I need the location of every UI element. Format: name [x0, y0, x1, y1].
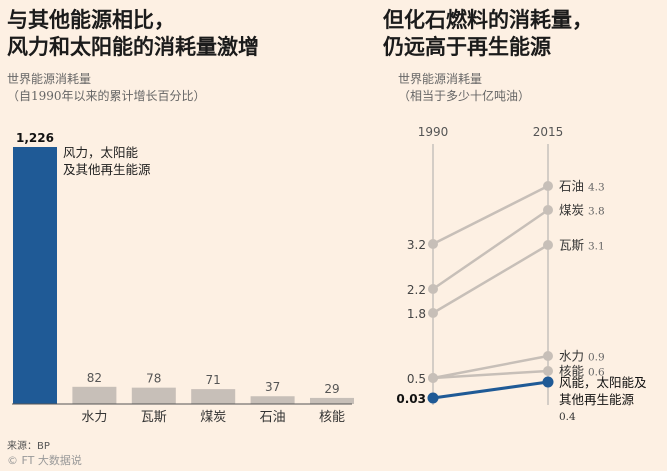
bar-value-label-3: 71	[206, 373, 221, 387]
value-label-2015-5: 0.4	[559, 411, 576, 423]
watermark: © FT 大数据说	[7, 454, 82, 467]
value-label-2015-3: 0.9	[588, 352, 605, 364]
series-line-1	[432, 208, 549, 291]
series-point-1990-4	[428, 373, 438, 383]
series-line-0	[432, 184, 549, 246]
left-subtitle-line2: （自1990年以来的累计增长百分比）	[7, 89, 206, 103]
bar-value-label-2: 78	[146, 372, 161, 386]
left-subtitle-line1: 世界能源消耗量	[7, 72, 92, 86]
year-label-2015: 2015	[533, 125, 564, 139]
right-subtitle-line1: 世界能源消耗量	[398, 72, 483, 86]
value-label-1990-0: 3.2	[407, 238, 426, 252]
bar-value-label-5: 29	[324, 382, 339, 396]
bar-category-label-4: 石油	[260, 410, 286, 425]
year-label-1990: 1990	[418, 125, 449, 139]
series-point-1990-0	[428, 239, 438, 249]
value-label-1990-3: 0.5	[407, 372, 426, 386]
left-title-line1: 与其他能源相比，	[7, 7, 175, 32]
value-label-2015-2: 3.1	[588, 241, 605, 253]
bar-0	[13, 147, 57, 404]
series-line-2	[432, 243, 549, 315]
series-name-2015-3: 水力	[559, 349, 584, 364]
series-point-1990-1	[428, 284, 438, 294]
series-point-2015-4	[543, 366, 553, 376]
series-point-2015-1	[543, 205, 553, 215]
series-point-2015-0	[543, 181, 553, 191]
bar-category-label-0-line1: 及其他再生能源	[63, 162, 151, 177]
right-title-line2: 仍远高于再生能源	[383, 34, 551, 59]
bar-3	[191, 389, 236, 404]
series-name-2015-1: 煤炭	[559, 203, 584, 218]
right-subtitle-line2: （相当于多少十亿吨油）	[398, 89, 531, 103]
left-chart-title: 与其他能源相比， 风力和太阳能的消耗量激增	[7, 6, 259, 60]
bar-5	[310, 397, 354, 404]
bar-category-label-5: 核能	[319, 410, 345, 425]
value-label-1990-2: 1.8	[407, 307, 426, 321]
right-chart-subtitle: 世界能源消耗量 （相当于多少十亿吨油）	[398, 71, 530, 105]
series-point-1990-5	[427, 392, 439, 404]
bar-value-label-4: 37	[265, 380, 280, 394]
series-point-2015-3	[543, 351, 553, 361]
series-name-2015-0: 石油	[559, 179, 584, 194]
series-line-5	[432, 380, 549, 400]
bar-value-label-0: 1,226	[16, 131, 54, 145]
bar-1	[72, 386, 117, 404]
left-chart-subtitle: 世界能源消耗量 （自1990年以来的累计增长百分比）	[7, 71, 206, 105]
series-name-2015-4: 核能	[559, 364, 585, 379]
bar-value-label-1: 82	[87, 371, 102, 385]
right-title-line1: 但化石燃料的消耗量，	[383, 7, 593, 32]
bar-category-label-2: 瓦斯	[141, 410, 167, 425]
value-label-1990-5: 0.03	[396, 392, 426, 406]
source-note: 来源：BP	[7, 441, 50, 452]
bar-category-label-0-line0: 风力，太阳能	[63, 145, 139, 160]
series-line-3	[432, 354, 549, 380]
series-name-2015-5-line1: 其他再生能源	[559, 392, 635, 407]
value-label-2015-4: 0.6	[588, 367, 605, 379]
bar-category-label-1: 水力	[81, 410, 107, 425]
series-point-2015-5	[542, 376, 554, 388]
series-name-2015-2: 瓦斯	[559, 238, 584, 253]
right-chart-title: 但化石燃料的消耗量， 仍远高于再生能源	[383, 6, 593, 60]
left-title-line2: 风力和太阳能的消耗量激增	[7, 34, 259, 59]
series-point-1990-2	[428, 308, 438, 318]
bar-category-label-3: 煤炭	[200, 410, 226, 425]
bar-4	[250, 396, 295, 404]
value-label-2015-1: 3.8	[588, 206, 605, 218]
series-point-2015-2	[543, 240, 553, 250]
series-name-2015-5-line0: 风能，太阳能及	[559, 375, 647, 390]
bar-2	[131, 387, 176, 404]
value-label-2015-0: 4.3	[588, 182, 605, 194]
value-label-1990-1: 2.2	[407, 283, 426, 297]
series-line-4	[432, 369, 549, 380]
